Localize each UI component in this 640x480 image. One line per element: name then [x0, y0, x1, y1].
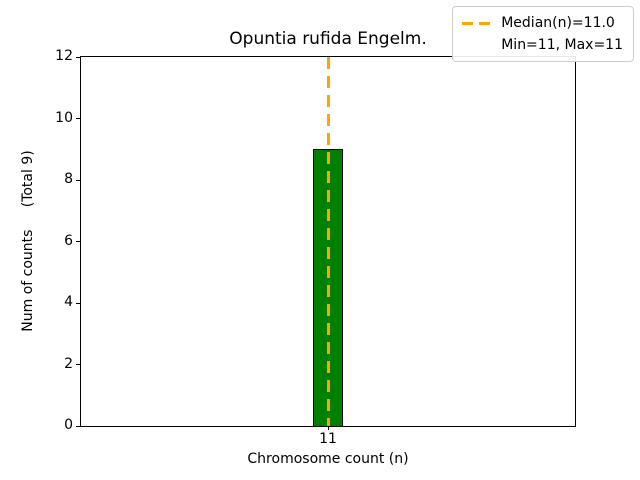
legend-label: Min=11, Max=11	[501, 37, 623, 53]
y-tick-mark	[76, 179, 80, 181]
x-tick-label: 11	[319, 431, 337, 447]
plot-area: 0 2 4 6 8 10 12 11	[55, 48, 576, 447]
y-tick-mark	[76, 118, 80, 120]
median-line	[326, 57, 330, 426]
y-tick-label: 2	[64, 355, 73, 372]
legend-label: Median(n)=11.0	[501, 15, 615, 31]
y-tick-label: 0	[64, 417, 73, 434]
legend-handle-spacer	[462, 44, 490, 47]
y-tick-label: 12	[55, 48, 73, 65]
y-tick-label: 6	[64, 232, 73, 249]
y-tick-label: 4	[64, 294, 73, 311]
y-tick-label: 10	[55, 109, 73, 126]
y-tick-mark	[76, 56, 80, 58]
x-tick-mark	[327, 426, 329, 430]
y-tick-mark	[76, 241, 80, 243]
legend-entry: Median(n)=11.0	[462, 12, 623, 34]
dashed-line-icon	[462, 21, 491, 25]
y-tick-mark	[76, 302, 80, 304]
y-tick-mark	[76, 364, 80, 366]
y-axis-label: Num of counts (Total 9)	[20, 150, 36, 332]
y-tick-label: 8	[64, 171, 73, 188]
chart-title: Opuntia rufida Engelm.	[229, 29, 427, 49]
x-axis-label: Chromosome count (n)	[247, 451, 409, 467]
legend-entry: Min=11, Max=11	[462, 34, 623, 56]
legend: Median(n)=11.0 Min=11, Max=11	[452, 6, 634, 62]
y-tick-mark	[76, 425, 80, 427]
